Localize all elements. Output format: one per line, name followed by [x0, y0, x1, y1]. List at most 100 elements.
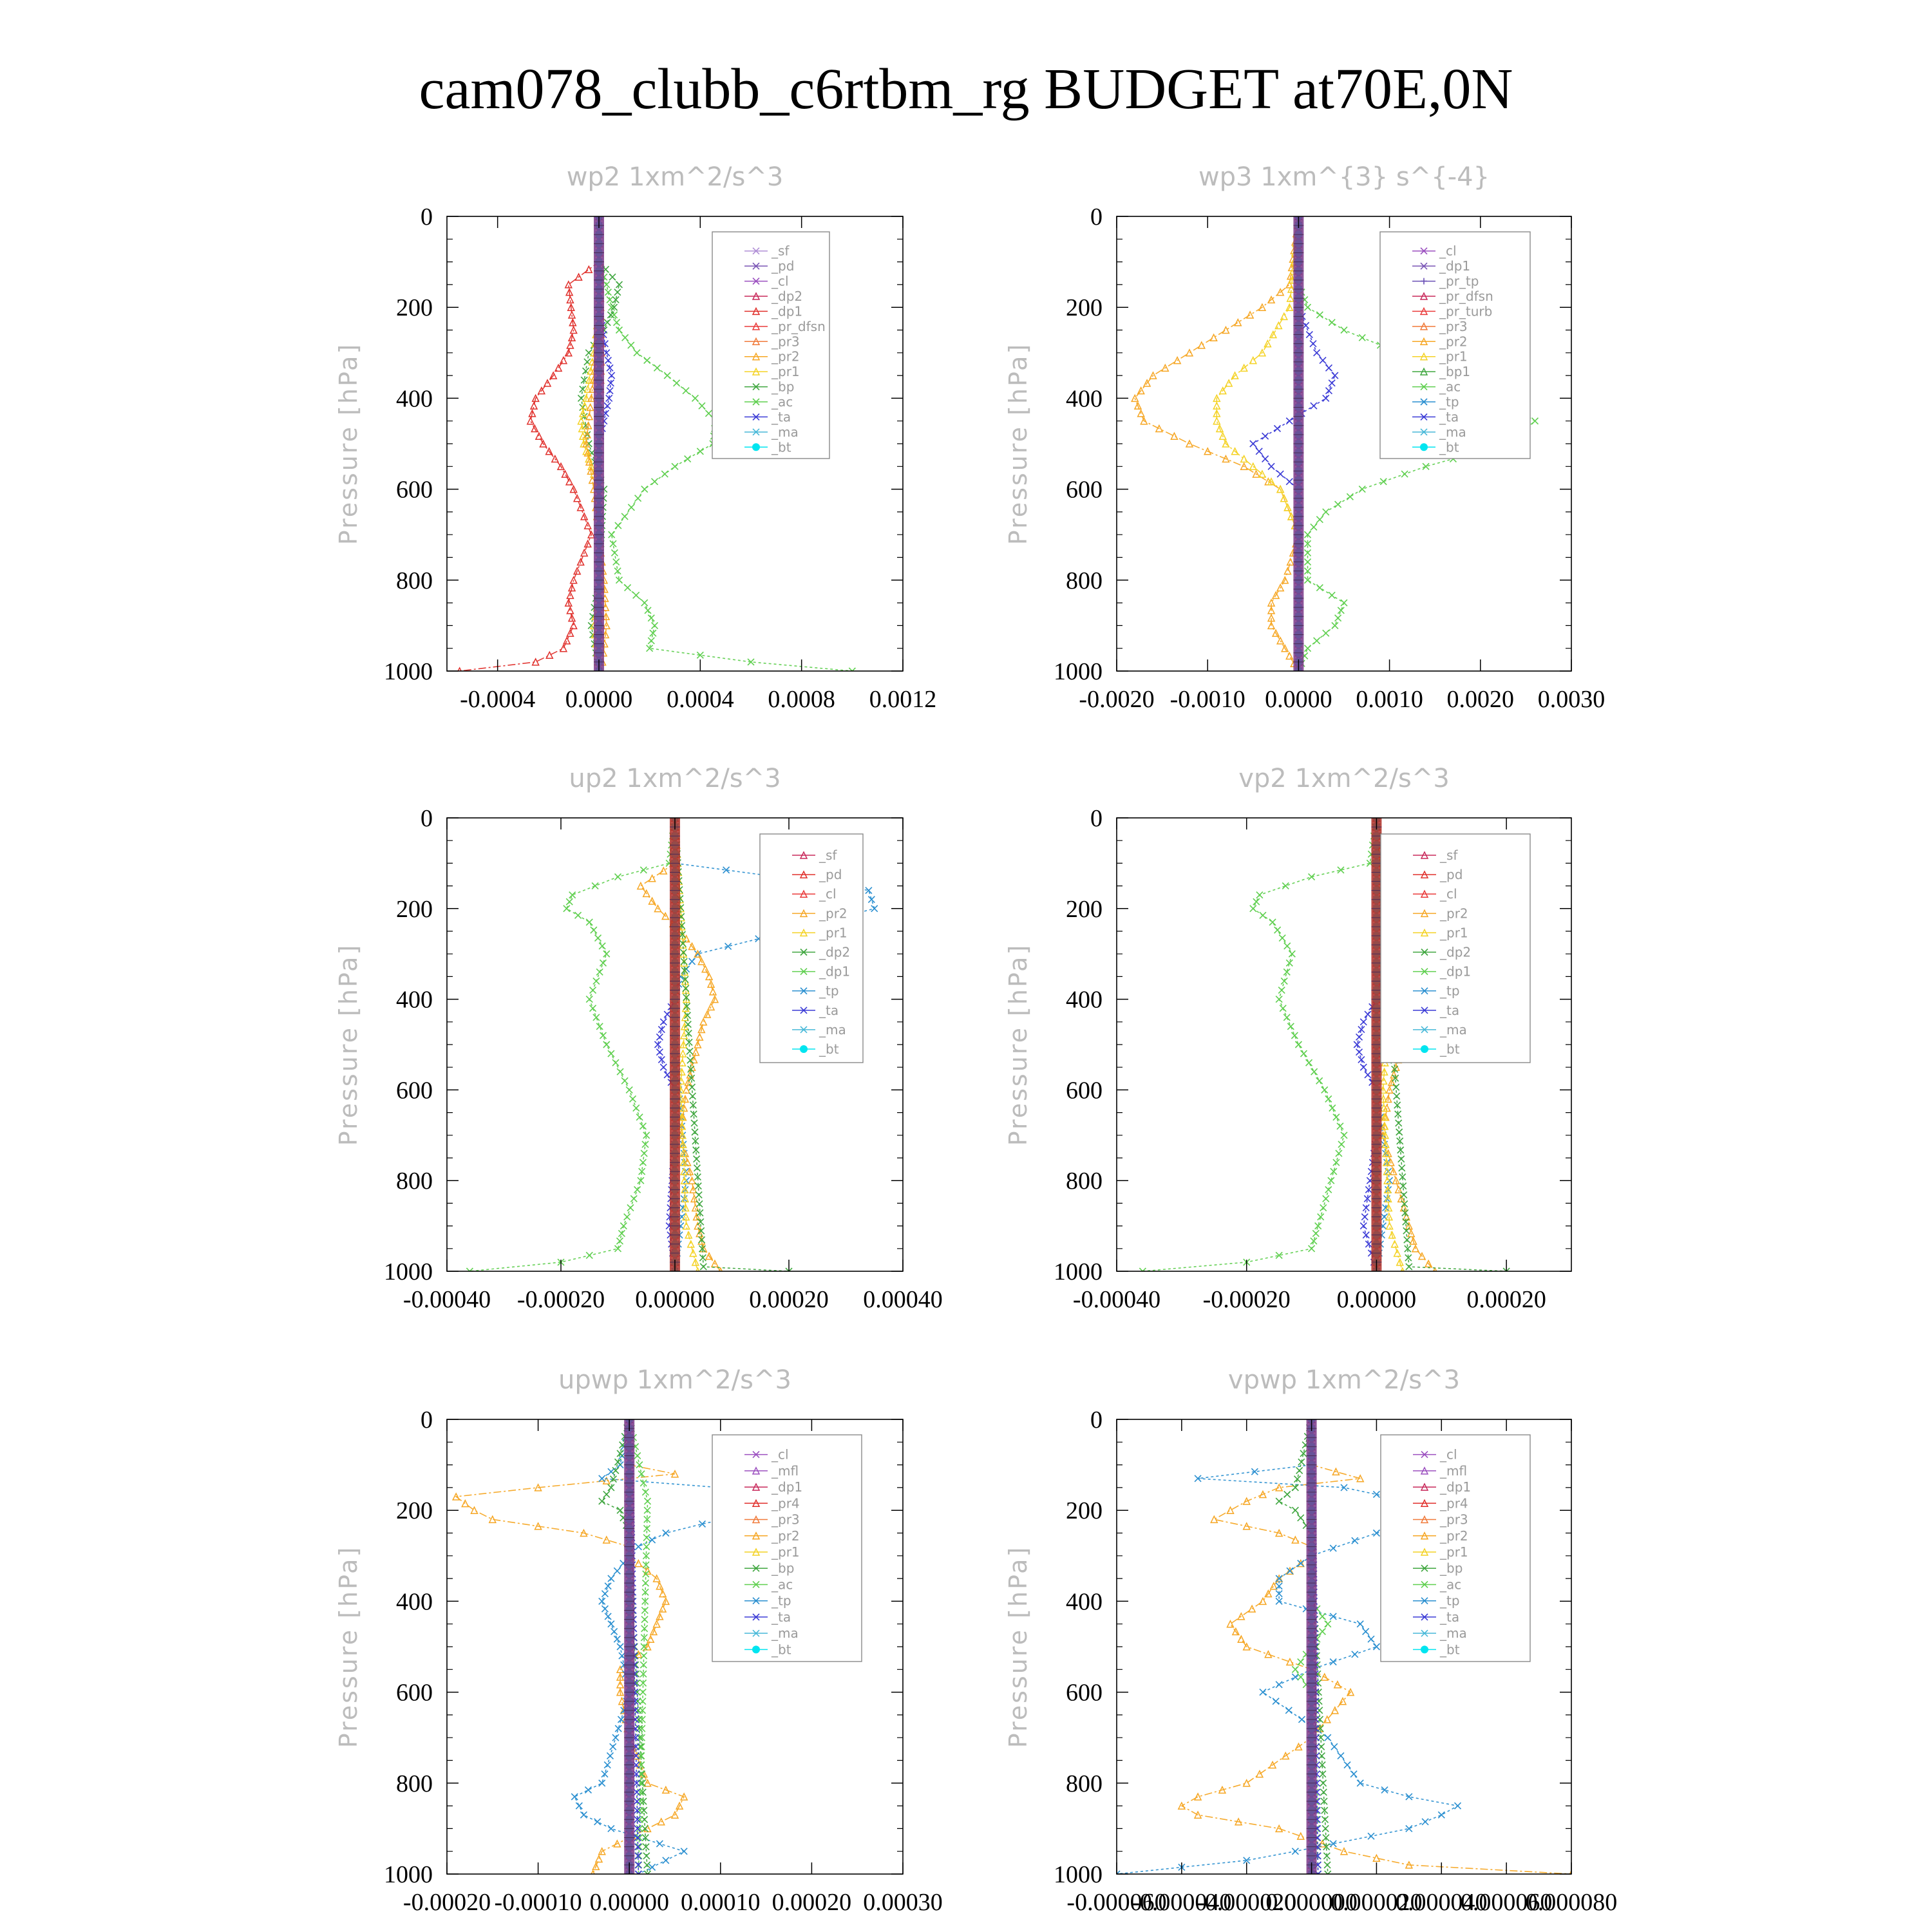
point-pr2 — [699, 1018, 708, 1026]
point-ac — [1275, 1251, 1283, 1259]
point-bp — [690, 1110, 697, 1118]
point-dp1 — [587, 530, 596, 538]
point-pr2 — [1193, 1792, 1202, 1801]
point-ta — [604, 357, 612, 365]
point-ta — [1328, 379, 1336, 387]
legend-swatch-marker — [1421, 1629, 1428, 1637]
point-ta — [1359, 1018, 1367, 1026]
point-pr2 — [602, 1535, 611, 1544]
point-ac — [607, 1050, 615, 1057]
point-pr2 — [1193, 1810, 1202, 1819]
point-bp — [598, 1497, 606, 1505]
point-pr1 — [1396, 1258, 1404, 1266]
y-tick-label: 0 — [1090, 805, 1103, 832]
point-ta — [663, 1071, 671, 1079]
point-tp — [1362, 1627, 1370, 1636]
point-dp1 — [528, 409, 536, 417]
point-ac — [639, 1479, 647, 1487]
point-ac — [1282, 882, 1289, 890]
point-dp1 — [565, 287, 574, 296]
point-ac — [640, 1150, 648, 1157]
x-tick-label: 0.00020 — [1466, 1286, 1546, 1313]
point-tp — [607, 1824, 615, 1832]
point-pr1 — [1380, 1112, 1388, 1121]
point-pr2 — [1282, 1751, 1290, 1760]
legend-label: _tp — [1439, 1593, 1460, 1609]
point-ac — [641, 1606, 649, 1615]
point-ac — [1283, 942, 1291, 950]
series-line-bp — [674, 818, 790, 1271]
point-pr1 — [679, 1040, 688, 1048]
point-pr2 — [1320, 1672, 1329, 1681]
y-tick-label: 800 — [1066, 567, 1103, 594]
point-bp — [684, 1021, 692, 1028]
y-tick-label: 400 — [396, 385, 433, 412]
legend-swatch-marker — [1421, 278, 1427, 285]
point-ta — [633, 1788, 641, 1796]
point-pr2 — [592, 1862, 600, 1870]
x-tick-label: 0.0010 — [1356, 686, 1423, 713]
point-ta — [658, 1025, 665, 1034]
point-dp1 — [551, 454, 560, 463]
legend-label: _pr_turb — [1439, 303, 1492, 319]
point-ac — [640, 1652, 648, 1660]
point-pr2 — [1267, 598, 1276, 607]
point-ac — [1346, 493, 1354, 500]
legend-swatch-marker — [752, 413, 760, 421]
point-pr2 — [1394, 1185, 1403, 1194]
point-pr1 — [1231, 371, 1239, 379]
point-bp — [699, 1263, 707, 1271]
point-ta — [1305, 330, 1313, 339]
legend-label: _pr2 — [1439, 1528, 1468, 1544]
legend-label: _bt — [819, 1041, 839, 1057]
point-pr1 — [585, 454, 593, 463]
legend-swatch-marker — [799, 909, 808, 918]
x-tick-label: 0.0020 — [1447, 686, 1515, 713]
legend-label: _bt — [771, 1642, 791, 1657]
point-ac — [650, 478, 659, 486]
point-pr2 — [1226, 1620, 1235, 1628]
point-ac — [585, 918, 593, 926]
legend: _cl_dp1_pr_tp_pr_dfsn_pr_turb_pr3_pr2_pr… — [1379, 231, 1531, 459]
legend-label: _ma — [1439, 1022, 1467, 1037]
point-pr1 — [681, 1194, 690, 1203]
point-bp — [1318, 1743, 1325, 1750]
point-ac — [1278, 986, 1285, 994]
point-pr2 — [1209, 333, 1218, 342]
point-ta — [1361, 1213, 1368, 1221]
point-ac — [569, 891, 576, 899]
point-ta — [1313, 349, 1321, 357]
legend-swatch-marker — [1419, 367, 1428, 375]
series-line-bp — [1278, 1419, 1329, 1874]
point-ac — [632, 1104, 640, 1112]
point-pr2 — [1210, 1515, 1218, 1524]
point-ac — [1279, 1005, 1287, 1012]
point-pr2 — [648, 874, 656, 882]
point-ac — [1303, 576, 1312, 584]
legend-swatch-marker — [752, 1645, 760, 1654]
legend-swatch-marker — [1421, 1451, 1428, 1459]
point-pr2 — [1242, 1642, 1251, 1651]
point-pr1 — [1258, 348, 1267, 357]
point-pr1 — [583, 384, 592, 393]
point-pr2 — [697, 957, 706, 965]
point-pr2 — [1285, 1566, 1294, 1575]
point-bp — [683, 994, 690, 1001]
point-bp — [639, 1797, 647, 1805]
legend-label: _pr3 — [771, 334, 800, 349]
point-pr2 — [1331, 1706, 1340, 1714]
point-pr2 — [583, 430, 592, 439]
legend-label: _mfl — [1439, 1463, 1467, 1479]
point-ac — [621, 1077, 629, 1084]
legend-swatch-marker — [1420, 1499, 1429, 1508]
point-ac — [608, 531, 616, 538]
point-ta — [1355, 1048, 1363, 1056]
point-ac — [630, 1195, 638, 1202]
legend-label: _bt — [1439, 439, 1459, 455]
point-pr1 — [1213, 401, 1221, 410]
point-ac — [638, 1734, 646, 1741]
point-bp — [694, 1182, 702, 1190]
legend-label: _pr4 — [771, 1495, 800, 1511]
legend-swatch-marker — [1420, 1466, 1429, 1475]
point-tp — [1275, 1597, 1283, 1605]
